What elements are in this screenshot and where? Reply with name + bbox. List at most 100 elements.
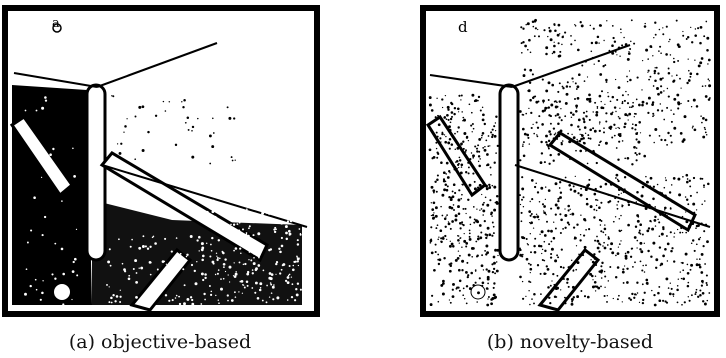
visited-point xyxy=(273,228,276,231)
visited-point xyxy=(434,116,437,119)
visited-point xyxy=(185,255,188,258)
visited-point xyxy=(434,243,437,246)
visited-point xyxy=(457,198,461,202)
visited-point xyxy=(637,140,641,144)
visited-point xyxy=(589,128,593,132)
visited-point xyxy=(456,159,459,163)
visited-point xyxy=(607,201,610,204)
visited-point xyxy=(243,284,245,286)
visited-point xyxy=(485,244,489,248)
visited-point xyxy=(632,123,634,125)
visited-point xyxy=(648,203,651,206)
visited-point xyxy=(613,40,617,43)
visited-point xyxy=(556,113,560,116)
visited-point xyxy=(191,302,195,306)
visited-point xyxy=(687,272,689,275)
visited-point xyxy=(115,295,119,298)
visited-point xyxy=(491,234,494,237)
visited-point xyxy=(670,249,673,253)
visited-point xyxy=(489,145,491,147)
visited-point xyxy=(600,269,604,273)
visited-point xyxy=(261,299,264,302)
visited-point xyxy=(541,78,544,81)
visited-point xyxy=(530,111,533,115)
visited-point xyxy=(583,118,586,121)
visited-point xyxy=(600,220,603,222)
visited-point xyxy=(636,219,640,223)
visited-point xyxy=(562,87,565,90)
visited-point xyxy=(571,212,575,216)
visited-point xyxy=(542,210,545,212)
visited-point xyxy=(440,283,444,287)
visited-point xyxy=(620,229,623,232)
visited-point xyxy=(561,43,563,46)
visited-point xyxy=(481,254,484,257)
visited-point xyxy=(110,296,113,300)
visited-point xyxy=(448,170,451,173)
visited-point xyxy=(568,140,572,144)
visited-point xyxy=(441,106,444,109)
visited-point xyxy=(210,243,212,246)
visited-point xyxy=(30,229,33,232)
visited-point xyxy=(536,126,540,129)
visited-point xyxy=(462,294,465,297)
visited-point xyxy=(707,58,711,62)
visited-point xyxy=(165,263,168,265)
visited-point xyxy=(445,216,447,218)
visited-point xyxy=(548,26,551,29)
visited-point xyxy=(593,208,596,211)
visited-point xyxy=(208,215,211,218)
visited-point xyxy=(666,143,669,146)
visited-point xyxy=(248,227,250,230)
visited-point xyxy=(646,229,650,233)
visited-point xyxy=(578,73,581,76)
visited-point xyxy=(443,116,446,119)
visited-point xyxy=(702,135,706,139)
visited-point xyxy=(519,203,522,206)
visited-point xyxy=(268,296,271,298)
visited-point xyxy=(437,300,440,303)
visited-point xyxy=(617,180,620,183)
visited-point xyxy=(495,152,497,154)
visited-point xyxy=(571,139,575,143)
maze-wall-middle-diagonal xyxy=(99,151,269,263)
visited-point xyxy=(559,191,563,194)
visited-point xyxy=(453,112,456,116)
visited-point xyxy=(477,155,481,158)
visited-point xyxy=(590,41,594,45)
visited-point xyxy=(241,199,244,202)
visited-point xyxy=(245,201,247,203)
visited-point xyxy=(445,173,447,175)
visited-point xyxy=(629,255,633,258)
visited-point xyxy=(614,177,617,179)
visited-point xyxy=(706,36,710,40)
visited-point xyxy=(178,302,182,306)
visited-point xyxy=(222,266,225,269)
visited-point xyxy=(461,246,463,248)
visited-point xyxy=(600,265,603,268)
visited-point xyxy=(266,284,268,287)
visited-point xyxy=(572,269,575,271)
visited-point xyxy=(634,152,637,155)
visited-point xyxy=(597,286,601,290)
visited-point xyxy=(549,133,552,136)
visited-point xyxy=(110,301,113,304)
visited-point xyxy=(559,265,563,269)
visited-point xyxy=(487,145,490,148)
visited-point xyxy=(577,192,580,195)
visited-point xyxy=(527,136,530,139)
visited-point xyxy=(463,132,467,135)
visited-point xyxy=(211,260,215,264)
visited-point xyxy=(620,187,622,189)
visited-point xyxy=(574,175,576,178)
visited-point xyxy=(546,107,548,109)
visited-point xyxy=(639,232,642,235)
visited-point xyxy=(152,235,155,238)
visited-point xyxy=(462,207,465,210)
visited-point xyxy=(479,158,481,160)
visited-point xyxy=(599,185,603,188)
visited-point xyxy=(570,116,573,119)
visited-point xyxy=(227,197,230,200)
visited-point xyxy=(519,110,522,113)
visited-point xyxy=(692,176,696,180)
